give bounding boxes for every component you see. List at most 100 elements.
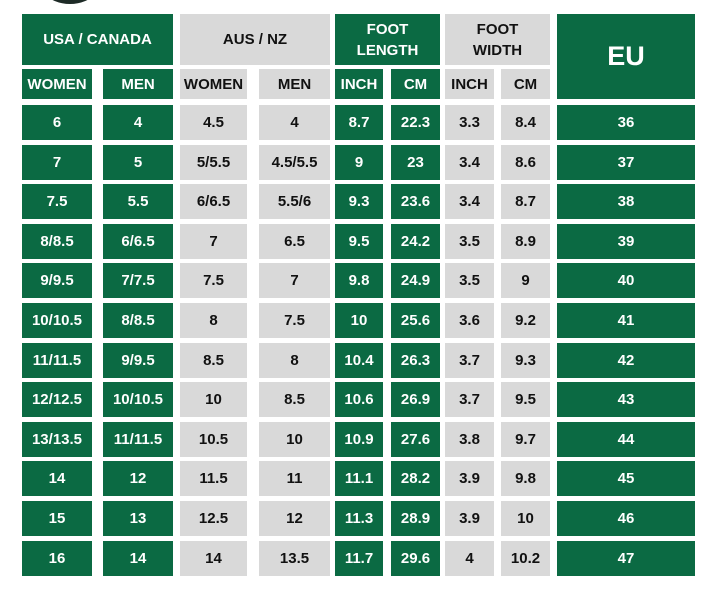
cell-text: 8.4	[515, 114, 536, 131]
group-header: FOOT WIDTH	[445, 14, 550, 65]
table-cell: 3.5	[445, 223, 494, 259]
cell-text: 9	[354, 153, 364, 171]
table-cell: 11/11.5	[22, 342, 92, 378]
table-cell: 4	[445, 540, 494, 576]
cell-text: 9.7	[515, 430, 536, 448]
cell-text: 5	[133, 153, 143, 171]
cell-text: 43	[617, 391, 635, 409]
cell-text: 10.9	[344, 430, 374, 448]
table-cell: 8.7	[335, 105, 383, 140]
cell-text: 3.9	[459, 510, 480, 527]
table-cell: 7	[22, 144, 92, 180]
table-cell: 12	[259, 501, 330, 536]
table-cell: 4	[103, 105, 173, 140]
table-cell: 8.5	[259, 382, 330, 418]
table-cell: 37	[557, 144, 695, 180]
table-cell: 4.5/5.5	[259, 144, 330, 180]
cell-text: 7.5	[203, 272, 224, 290]
sub-header: CM	[501, 69, 550, 99]
cell-text: 4	[290, 114, 299, 131]
table-cell: 7	[259, 263, 330, 299]
table-cell: 14	[180, 540, 247, 576]
table-cell: 25.6	[391, 303, 440, 338]
table-cell: 10/10.5	[103, 382, 173, 418]
table-cell: 8/8.5	[22, 223, 92, 259]
table-cell: 47	[557, 540, 695, 576]
cell-text: 9	[521, 272, 530, 290]
cell-text: 8/8.5	[121, 312, 155, 329]
table-cell: 11.5	[180, 461, 247, 497]
cell-text: 9.2	[515, 312, 536, 329]
cell-text: 7	[209, 232, 218, 250]
cell-text: 26.9	[400, 391, 431, 409]
table-cell: 29.6	[391, 540, 440, 576]
table-cell: 10	[259, 421, 330, 457]
table-cell: 3.5	[445, 263, 494, 299]
cell-text: 3.5	[459, 272, 480, 290]
table-cell: 5.5	[103, 184, 173, 220]
table-cell: 6.5	[259, 223, 330, 259]
cell-text: 13/13.5	[31, 430, 83, 448]
cell-text: 29.6	[400, 549, 431, 567]
cell-text: 44	[617, 430, 635, 448]
table-cell: 24.9	[391, 263, 440, 299]
cell-text: 15	[48, 510, 66, 527]
table-cell: 11.1	[335, 461, 383, 497]
table-cell: 8.9	[501, 223, 550, 259]
cell-text: 13	[129, 510, 147, 527]
table-cell: 9.7	[501, 421, 550, 457]
cell-text: 9.3	[348, 193, 370, 211]
table-cell: 8.5	[180, 342, 247, 378]
table-cell: 11.7	[335, 540, 383, 576]
cell-text: WOMEN	[183, 75, 244, 93]
cell-text: 10.2	[510, 549, 541, 567]
table-cell: 9.2	[501, 303, 550, 338]
cell-text: 6/6.5	[196, 193, 231, 211]
table-cell: 41	[557, 303, 695, 338]
cell-text: 37	[617, 153, 635, 171]
cell-text: FOOT WIDTH	[472, 20, 523, 59]
cell-text: 6/6.5	[121, 232, 155, 250]
cell-text: INCH	[451, 75, 488, 93]
cell-text: 5.5/6	[277, 193, 312, 211]
cell-text: MEN	[277, 75, 312, 93]
table-cell: 23	[391, 144, 440, 180]
cell-text: 8.6	[515, 153, 536, 171]
table-cell: 10	[335, 303, 383, 338]
table-cell: 9	[501, 263, 550, 299]
cell-text: 42	[617, 351, 635, 369]
group-header: USA / CANADA	[22, 14, 173, 65]
table-cell: 9.8	[335, 263, 383, 299]
cell-text: 7.5	[284, 312, 305, 329]
cell-text: 11.1	[344, 470, 374, 488]
cell-text: 8.7	[348, 114, 370, 131]
cell-text: FOOT LENGTH	[356, 20, 419, 59]
cell-text: 25.6	[400, 312, 431, 329]
table-cell: 6	[22, 105, 92, 140]
table-cell: 12	[103, 461, 173, 497]
cell-text: 7	[290, 272, 299, 290]
table-cell: 3.3	[445, 105, 494, 140]
group-header: AUS / NZ	[180, 14, 330, 65]
cell-text: 3.8	[459, 430, 480, 448]
sub-header: INCH	[445, 69, 494, 99]
cell-text: 8.5	[284, 391, 305, 409]
table-cell: 11/11.5	[103, 421, 173, 457]
table-cell: 7	[180, 223, 247, 259]
table-cell: 10	[180, 382, 247, 418]
table-cell: 36	[557, 105, 695, 140]
cell-text: 38	[617, 193, 635, 211]
cell-text: 3.7	[459, 351, 480, 369]
cell-text: MEN	[121, 75, 155, 93]
table-cell: 26.9	[391, 382, 440, 418]
cell-text: 3.5	[459, 232, 480, 250]
table-cell: 10.5	[180, 421, 247, 457]
table-cell: 10/10.5	[22, 303, 92, 338]
table-cell: 9.8	[501, 461, 550, 497]
cell-text: 8	[290, 351, 299, 369]
cell-text: 36	[617, 114, 635, 131]
cell-text: 9.8	[348, 272, 370, 290]
table-cell: 38	[557, 184, 695, 220]
table-cell: 7.5	[22, 184, 92, 220]
cell-text: 14	[205, 549, 222, 567]
